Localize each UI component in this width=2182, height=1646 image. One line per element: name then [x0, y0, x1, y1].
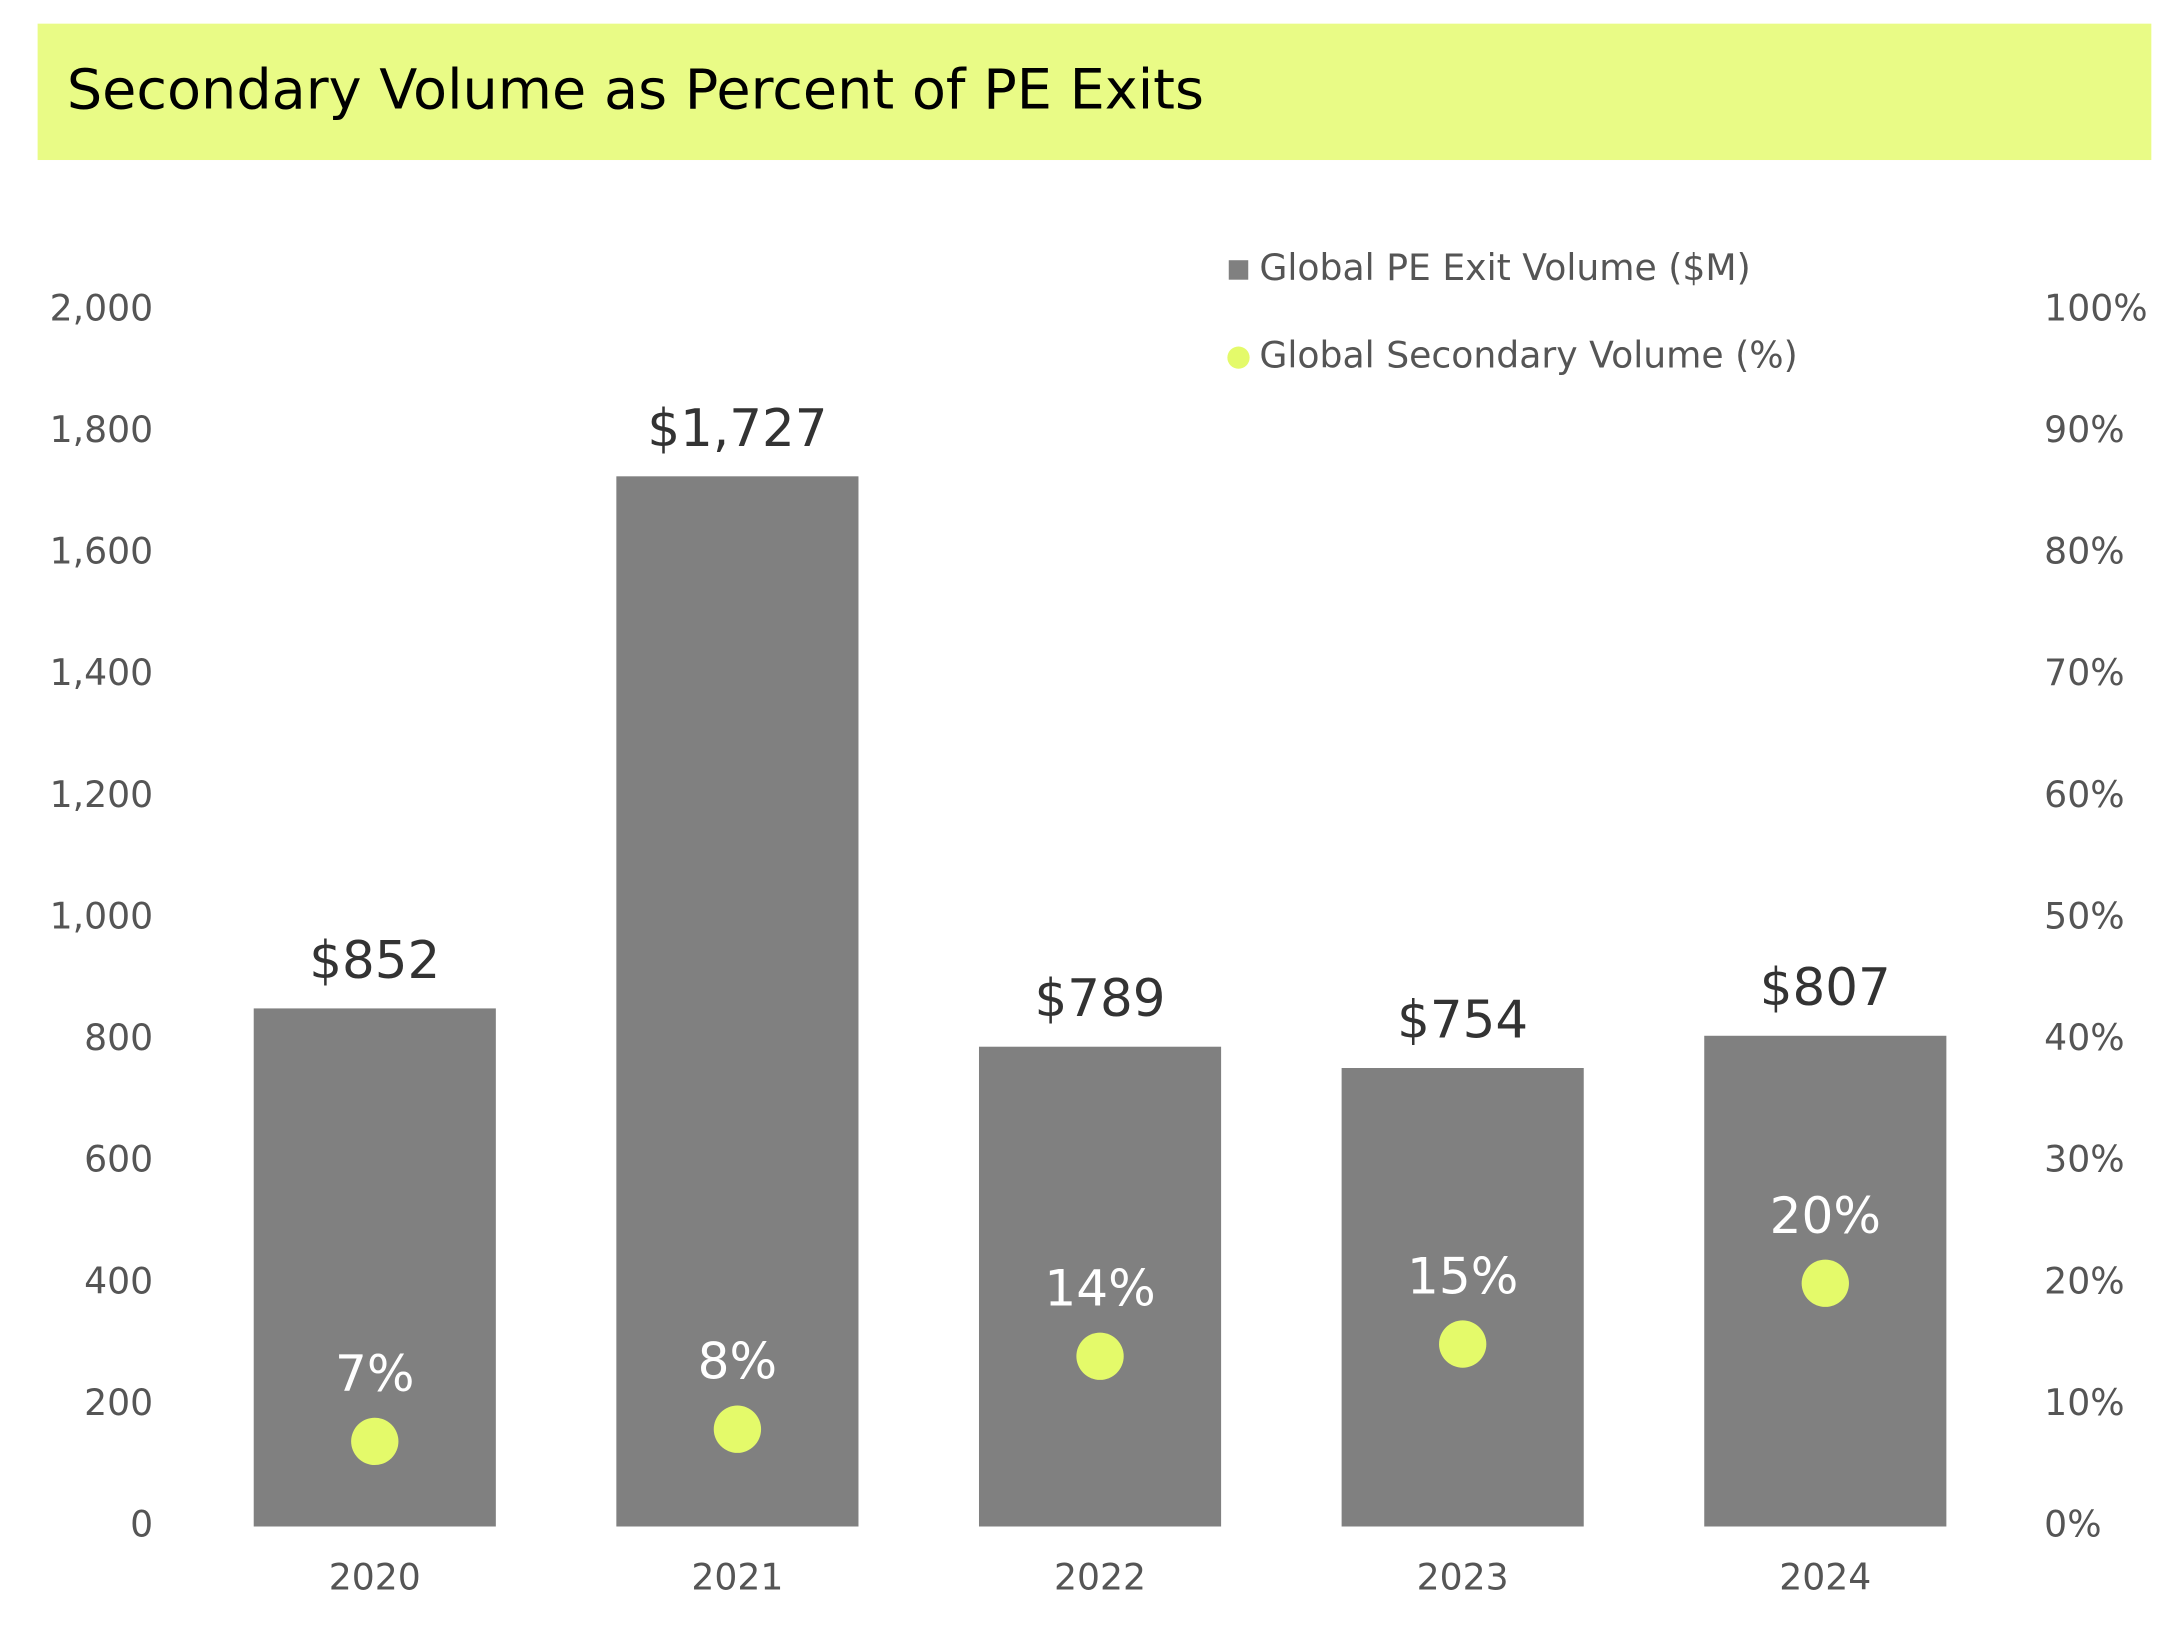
legend-label: Global PE Exit Volume ($M)	[1259, 246, 1750, 289]
dot-value-label: 7%	[335, 1345, 414, 1403]
y2-tick-label: 50%	[2044, 894, 2124, 937]
y-tick-label: 800	[84, 1016, 153, 1059]
dot-value-label: 15%	[1407, 1248, 1518, 1306]
bar	[978, 1046, 1222, 1527]
y-tick-label: 1,400	[50, 651, 154, 694]
y2-tick-label: 70%	[2044, 651, 2124, 694]
y-tick-label: 400	[84, 1259, 153, 1302]
y2-tick-label: 80%	[2044, 530, 2124, 573]
y2-tick-label: 60%	[2044, 773, 2124, 816]
dot-value-label: 14%	[1044, 1260, 1155, 1318]
y2-tick-label: 100%	[2044, 286, 2147, 329]
dot	[1801, 1259, 1849, 1307]
bar	[616, 476, 859, 1527]
x-tick-label: 2024	[1779, 1555, 1871, 1598]
bar	[1341, 1067, 1584, 1527]
y-tick-label: 2,000	[50, 286, 154, 329]
chart-title: Secondary Volume as Percent of PE Exits	[67, 57, 1204, 122]
dot	[1076, 1332, 1124, 1380]
x-tick-label: 2020	[329, 1555, 421, 1598]
y-tick-label: 0	[130, 1503, 153, 1546]
dot-value-label: 8%	[698, 1333, 777, 1391]
bar-value-label: $807	[1760, 958, 1891, 1018]
bar-value-label: $754	[1397, 990, 1528, 1050]
x-tick-label: 2022	[1054, 1555, 1146, 1598]
y2-tick-label: 10%	[2044, 1381, 2124, 1424]
dot-value-label: 20%	[1770, 1187, 1881, 1245]
y2-tick-label: 90%	[2044, 408, 2124, 451]
y-tick-label: 200	[84, 1381, 153, 1424]
legend-swatch	[1227, 346, 1250, 369]
legend-swatch	[1228, 260, 1249, 280]
x-tick-label: 2021	[691, 1555, 783, 1598]
y2-tick-label: 20%	[2044, 1259, 2124, 1302]
y-tick-label: 1,200	[50, 773, 154, 816]
y-tick-label: 1,000	[50, 894, 154, 937]
y2-tick-label: 0%	[2044, 1503, 2101, 1546]
bar-value-label: $1,727	[647, 399, 827, 459]
y2-tick-label: 30%	[2044, 1138, 2124, 1181]
y-tick-label: 1,800	[50, 408, 154, 451]
dot	[1439, 1320, 1487, 1368]
bar-value-label: $789	[1035, 969, 1166, 1029]
legend-label: Global Secondary Volume (%)	[1259, 334, 1797, 377]
dot	[351, 1417, 399, 1466]
x-tick-label: 2023	[1417, 1555, 1509, 1598]
y-tick-label: 1,600	[50, 530, 154, 573]
y2-tick-label: 40%	[2044, 1016, 2124, 1059]
y-tick-label: 600	[84, 1138, 153, 1181]
bar-value-label: $852	[309, 931, 440, 991]
dot	[713, 1405, 762, 1453]
title-band	[37, 23, 2152, 161]
